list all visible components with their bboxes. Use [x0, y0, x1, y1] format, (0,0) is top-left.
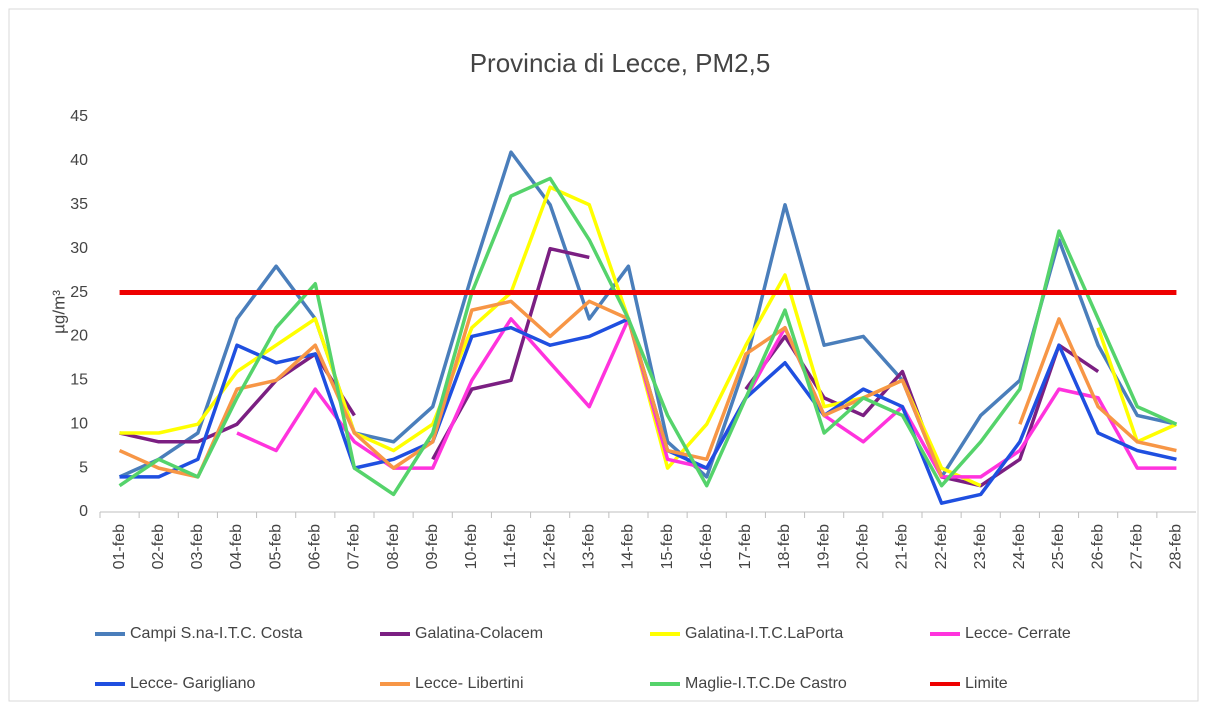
x-tick-label: 14-feb: [620, 524, 637, 569]
x-tick-label: 03-feb: [189, 524, 206, 569]
y-tick-label: 30: [70, 240, 88, 257]
x-tick-label: 12-feb: [541, 524, 558, 569]
x-tick-label: 13-feb: [581, 524, 598, 569]
legend-label: Lecce- Libertini: [415, 675, 524, 692]
legend-label: Maglie-I.T.C.De Castro: [685, 675, 847, 692]
y-tick-label: 15: [70, 372, 88, 389]
x-tick-label: 26-feb: [1089, 524, 1106, 569]
y-tick-label: 45: [70, 108, 88, 125]
x-tick-label: 18-feb: [776, 524, 793, 569]
x-tick-label: 27-feb: [1129, 524, 1146, 569]
y-axis-label: µg/m³: [49, 290, 68, 334]
x-tick-label: 16-feb: [698, 524, 715, 569]
x-tick-label: 17-feb: [737, 524, 754, 569]
x-tick-label: 01-feb: [111, 524, 128, 569]
legend-label: Lecce- Cerrate: [965, 625, 1071, 642]
x-tick-label: 25-feb: [1050, 524, 1067, 569]
x-tick-label: 02-feb: [150, 524, 167, 569]
y-tick-label: 20: [70, 328, 88, 345]
x-tick-label: 23-feb: [972, 524, 989, 569]
y-tick-label: 35: [70, 196, 88, 213]
y-tick-label: 10: [70, 415, 88, 432]
legend-label: Lecce- Garigliano: [130, 675, 256, 692]
y-tick-label: 0: [79, 503, 88, 520]
chart-title: Provincia di Lecce, PM2,5: [470, 48, 771, 78]
y-tick-label: 25: [70, 284, 88, 301]
x-tick-label: 11-feb: [502, 524, 519, 568]
x-tick-label: 24-feb: [1011, 524, 1028, 569]
legend-label: Limite: [965, 675, 1008, 692]
chart-frame: [8, 8, 1199, 702]
y-tick-label: 5: [79, 459, 88, 476]
x-tick-label: 15-feb: [659, 524, 676, 569]
x-tick-label: 28-feb: [1168, 524, 1185, 569]
x-tick-label: 08-feb: [385, 524, 402, 569]
x-tick-label: 10-feb: [463, 524, 480, 569]
x-tick-label: 06-feb: [307, 524, 324, 569]
x-tick-label: 04-feb: [228, 524, 245, 569]
x-tick-label: 07-feb: [346, 524, 363, 569]
x-tick-label: 20-feb: [855, 524, 872, 569]
y-tick-label: 40: [70, 152, 88, 169]
x-tick-label: 05-feb: [267, 524, 284, 569]
x-tick-label: 09-feb: [424, 524, 441, 569]
x-tick-label: 22-feb: [933, 524, 950, 569]
legend-label: Galatina-I.T.C.LaPorta: [685, 625, 843, 642]
legend-label: Campi S.na-I.T.C. Costa: [130, 625, 303, 642]
x-tick-label: 21-feb: [894, 524, 911, 569]
legend-label: Galatina-Colacem: [415, 625, 543, 642]
x-tick-label: 19-feb: [815, 524, 832, 569]
series-line: [118, 176, 1178, 497]
